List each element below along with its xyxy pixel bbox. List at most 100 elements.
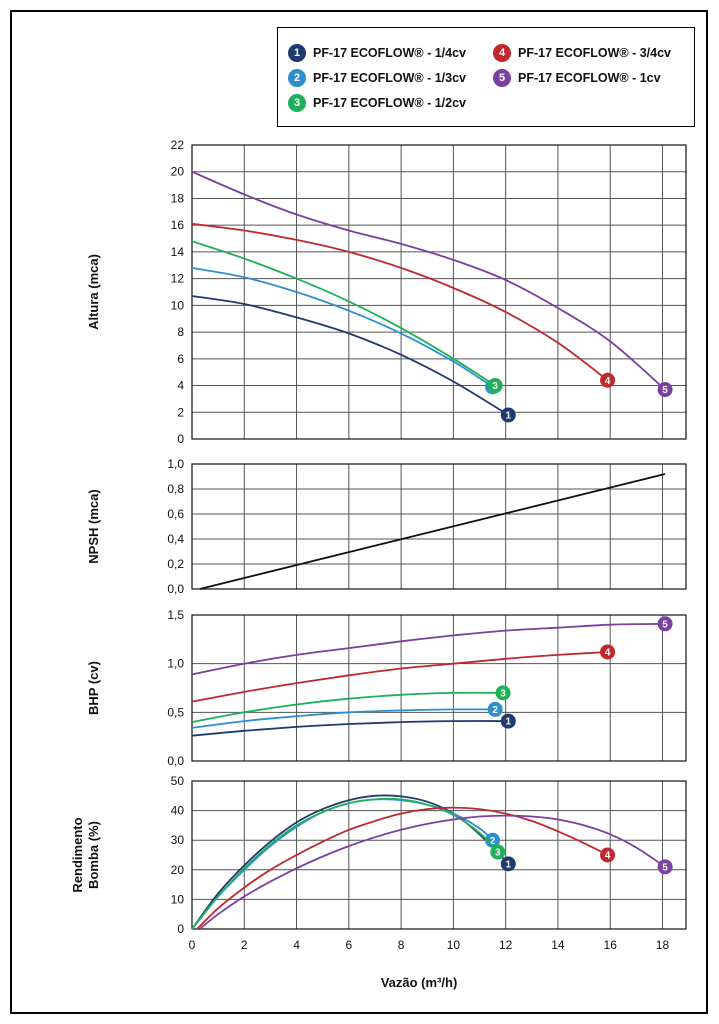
- series-marker-0-2: [487, 378, 503, 394]
- legend-item-4: 4 PF-17 ECOFLOW® - 3/4cv: [493, 43, 671, 63]
- y-tick-label: 16: [171, 218, 185, 232]
- y-tick-label: 30: [171, 833, 185, 847]
- x-tick-label: 14: [551, 938, 565, 952]
- series-line-2-2: [191, 691, 504, 723]
- y-tick-label: 6: [177, 352, 184, 366]
- series-line-3-2: [191, 797, 499, 930]
- series-line-1-0: [199, 473, 666, 590]
- y-axis-label-line: Bomba (%): [86, 821, 101, 889]
- series-marker-label: 3: [492, 381, 498, 392]
- series-line-0-4: [191, 170, 666, 391]
- x-tick-label: 16: [604, 938, 618, 952]
- y-tick-label: 8: [177, 325, 184, 339]
- series-marker-3-1: [485, 832, 501, 848]
- series-marker-label: 5: [662, 862, 668, 873]
- legend-marker-4: 4: [493, 44, 511, 62]
- y-tick-label: 0,2: [167, 557, 184, 571]
- plot-frame-1: [191, 463, 687, 590]
- y-tick-label: 1,0: [167, 657, 184, 671]
- y-tick-label: 1,5: [167, 608, 184, 622]
- series-marker-label: 4: [605, 851, 611, 862]
- x-tick-label: 18: [656, 938, 670, 952]
- series-marker-2-3: [600, 644, 616, 660]
- series-line-0-0: [191, 295, 509, 416]
- y-tick-label: 0,4: [167, 532, 184, 546]
- legend: 1 PF-17 ECOFLOW® - 1/4cv 2 PF-17 ECOFLOW…: [277, 27, 695, 127]
- legend-marker-1: 1: [288, 44, 306, 62]
- y-tick-label: 12: [171, 272, 185, 286]
- series-marker-3-2: [490, 844, 506, 860]
- x-tick-label: 10: [447, 938, 461, 952]
- series-marker-0-3: [600, 372, 616, 388]
- legend-marker-5: 5: [493, 69, 511, 87]
- legend-label-1: PF-17 ECOFLOW® - 1/4cv: [313, 46, 466, 60]
- plot-frame-3: [191, 780, 687, 930]
- y-tick-label: 40: [171, 804, 185, 818]
- series-marker-label: 1: [505, 717, 511, 728]
- y-tick-label: 14: [171, 245, 185, 259]
- y-tick-label: 0,0: [167, 582, 184, 596]
- legend-item-3: 3 PF-17 ECOFLOW® - 1/2cv: [288, 93, 466, 113]
- series-marker-label: 2: [492, 705, 498, 716]
- series-marker-3-0: [500, 856, 516, 872]
- series-line-2-1: [191, 708, 496, 729]
- legend-label-5: PF-17 ECOFLOW® - 1cv: [518, 71, 661, 85]
- y-tick-label: 0,0: [167, 754, 184, 768]
- legend-label-3: PF-17 ECOFLOW® - 1/2cv: [313, 96, 466, 110]
- legend-item-5: 5 PF-17 ECOFLOW® - 1cv: [493, 68, 661, 88]
- y-axis-label: RendimentoBomba (%): [70, 817, 101, 892]
- series-line-2-0: [191, 720, 509, 737]
- y-tick-label: 0,6: [167, 507, 184, 521]
- y-tick-label: 50: [171, 774, 185, 788]
- series-marker-0-0: [500, 407, 516, 423]
- series-marker-label: 1: [505, 859, 511, 870]
- x-tick-label: 0: [189, 938, 196, 952]
- legend-label-4: PF-17 ECOFLOW® - 3/4cv: [518, 46, 671, 60]
- y-tick-label: 22: [171, 138, 185, 152]
- series-marker-2-4: [657, 616, 673, 632]
- series-line-3-1: [191, 798, 494, 930]
- x-tick-label: 8: [398, 938, 405, 952]
- series-line-3-3: [196, 806, 609, 930]
- legend-marker-3: 3: [288, 94, 306, 112]
- y-tick-label: 0,8: [167, 482, 184, 496]
- series-line-3-0: [191, 794, 509, 930]
- series-line-0-1: [191, 267, 494, 388]
- y-axis-label: BHP (cv): [86, 661, 101, 715]
- y-axis-label: NPSH (mca): [86, 489, 101, 563]
- x-tick-label: 4: [293, 938, 300, 952]
- series-marker-2-1: [487, 701, 503, 717]
- series-marker-label: 3: [495, 848, 501, 859]
- y-tick-label: 20: [171, 863, 185, 877]
- plot-frame-0: [191, 144, 687, 440]
- series-marker-label: 1: [505, 411, 511, 422]
- series-marker-label: 2: [490, 836, 496, 847]
- x-tick-label: 2: [241, 938, 248, 952]
- x-axis-label: Vazão (m³/h): [381, 975, 458, 990]
- series-marker-2-0: [500, 713, 516, 729]
- series-line-0-3: [191, 222, 609, 381]
- series-marker-label: 4: [605, 376, 611, 387]
- series-line-3-4: [199, 814, 666, 930]
- series-line-2-4: [191, 622, 666, 676]
- series-marker-label: 5: [662, 619, 668, 630]
- chart-frame: [10, 10, 708, 1014]
- y-tick-label: 0,5: [167, 705, 184, 719]
- y-axis-label-line: Rendimento: [70, 817, 85, 892]
- series-marker-label: 5: [662, 385, 668, 396]
- y-tick-label: 0: [177, 922, 184, 936]
- series-marker-label: 3: [500, 688, 506, 699]
- series-marker-3-4: [657, 859, 673, 875]
- y-tick-label: 20: [171, 165, 185, 179]
- series-marker-label: 4: [605, 648, 611, 659]
- legend-item-2: 2 PF-17 ECOFLOW® - 1/3cv: [288, 68, 466, 88]
- series-marker-3-3: [600, 847, 616, 863]
- y-tick-label: 2: [177, 405, 184, 419]
- series-marker-0-4: [657, 382, 673, 398]
- legend-marker-2: 2: [288, 69, 306, 87]
- series-marker-2-2: [495, 685, 511, 701]
- y-axis-label: Altura (mca): [86, 254, 101, 330]
- y-tick-label: 4: [177, 379, 184, 393]
- x-tick-label: 12: [499, 938, 513, 952]
- legend-label-2: PF-17 ECOFLOW® - 1/3cv: [313, 71, 466, 85]
